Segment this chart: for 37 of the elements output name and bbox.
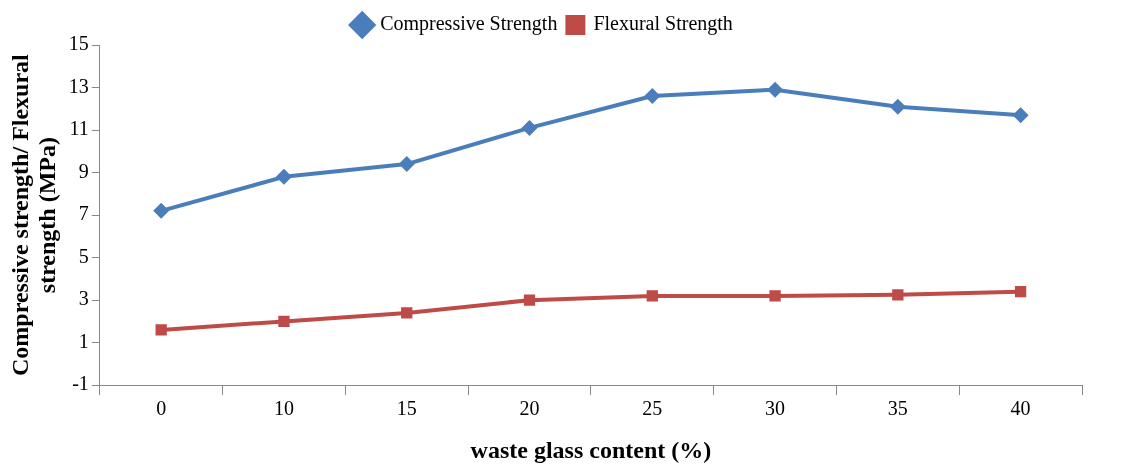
y-tick-label: 1: [78, 329, 89, 352]
point: [1014, 285, 1027, 298]
point: [892, 289, 904, 301]
point: [769, 290, 781, 302]
x-tick-label: 35: [887, 397, 908, 420]
y-tick-label: 9: [78, 159, 89, 182]
y-axis-title: Compressive strength/ Flexural strength (MPa): [7, 53, 60, 376]
y-tick-label: 11: [69, 117, 89, 140]
point: [889, 98, 906, 115]
y-tick-label: 15: [68, 32, 89, 55]
legend-label: Flexural Strength: [593, 12, 733, 36]
x-tick-label: 20: [519, 397, 540, 420]
x-tick-label: 30: [765, 397, 786, 420]
x-tick-label: 10: [273, 397, 294, 420]
x-tick-label: 25: [642, 397, 663, 420]
point: [644, 88, 661, 105]
legend-label: Compressive Strength: [380, 12, 558, 36]
y-tick-label: 7: [78, 202, 89, 225]
point: [523, 294, 536, 306]
point: [767, 81, 784, 98]
x-axis-title: waste glass content (%): [470, 436, 712, 463]
y-tick-label: 3: [78, 287, 89, 310]
x-tick-label: 15: [396, 397, 417, 420]
point: [401, 307, 413, 319]
point: [521, 119, 538, 136]
point: [278, 315, 290, 328]
y-tick-label: 5: [78, 244, 89, 267]
point: [155, 324, 167, 336]
point: [646, 290, 658, 302]
x-tick-label: 40: [1010, 397, 1031, 420]
point: [153, 202, 170, 219]
y-tick-label: -1: [72, 372, 89, 395]
point: [1012, 107, 1029, 124]
point: [275, 168, 292, 185]
x-tick-label: 0: [156, 397, 167, 420]
y-tick-label: 13: [68, 74, 89, 97]
point: [398, 156, 415, 173]
